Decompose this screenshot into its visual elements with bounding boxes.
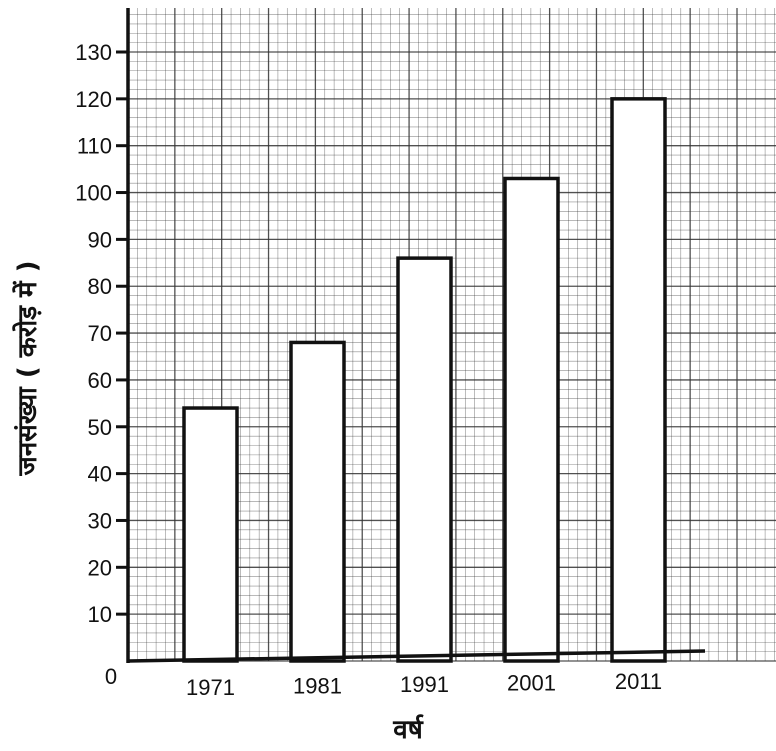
bar-2011 bbox=[610, 97, 667, 663]
bars bbox=[182, 97, 667, 663]
bar-2001 bbox=[503, 176, 560, 663]
y-tick-label-90: 90 bbox=[88, 227, 112, 252]
x-tick-label-2001: 2001 bbox=[507, 671, 556, 696]
x-tick-label-2011: 2011 bbox=[615, 669, 662, 694]
y-tick-label-60: 60 bbox=[88, 368, 112, 393]
bar-1971 bbox=[182, 406, 239, 663]
y-tick-label-50: 50 bbox=[88, 415, 112, 440]
x-tick-labels: 1971 1981 1991 2001 2011 bbox=[186, 669, 662, 700]
x-tick-label-1991: 1991 bbox=[400, 672, 449, 697]
y-tick-label-100: 100 bbox=[75, 181, 112, 206]
y-axis-ticks bbox=[116, 50, 128, 616]
y-tick-label-30: 30 bbox=[88, 508, 112, 533]
x-axis-label: वर्ष bbox=[392, 714, 423, 745]
y-tick-label-10: 10 bbox=[88, 602, 112, 627]
y-tick-label-40: 40 bbox=[88, 462, 112, 487]
bar-1991 bbox=[396, 256, 453, 663]
y-tick-label-120: 120 bbox=[75, 87, 112, 112]
x-tick-label-1981: 1981 bbox=[293, 674, 342, 699]
x-tick-label-1971: 1971 bbox=[186, 675, 235, 700]
y-tick-label-20: 20 bbox=[88, 555, 112, 580]
y-tick-labels: 0 10 20 30 40 50 60 70 80 90 100 110 120 130 bbox=[75, 40, 117, 689]
y-tick-label-80: 80 bbox=[88, 274, 112, 299]
y-tick-label-110: 110 bbox=[77, 134, 112, 159]
x-axis-line bbox=[127, 649, 706, 663]
y-tick-label-0: 0 bbox=[105, 664, 117, 689]
bar-1981 bbox=[289, 340, 346, 663]
y-tick-label-130: 130 bbox=[75, 40, 112, 65]
y-axis-label: जनसंख्या ( करोड़ में ) bbox=[12, 260, 43, 476]
y-tick-label-70: 70 bbox=[88, 321, 112, 346]
